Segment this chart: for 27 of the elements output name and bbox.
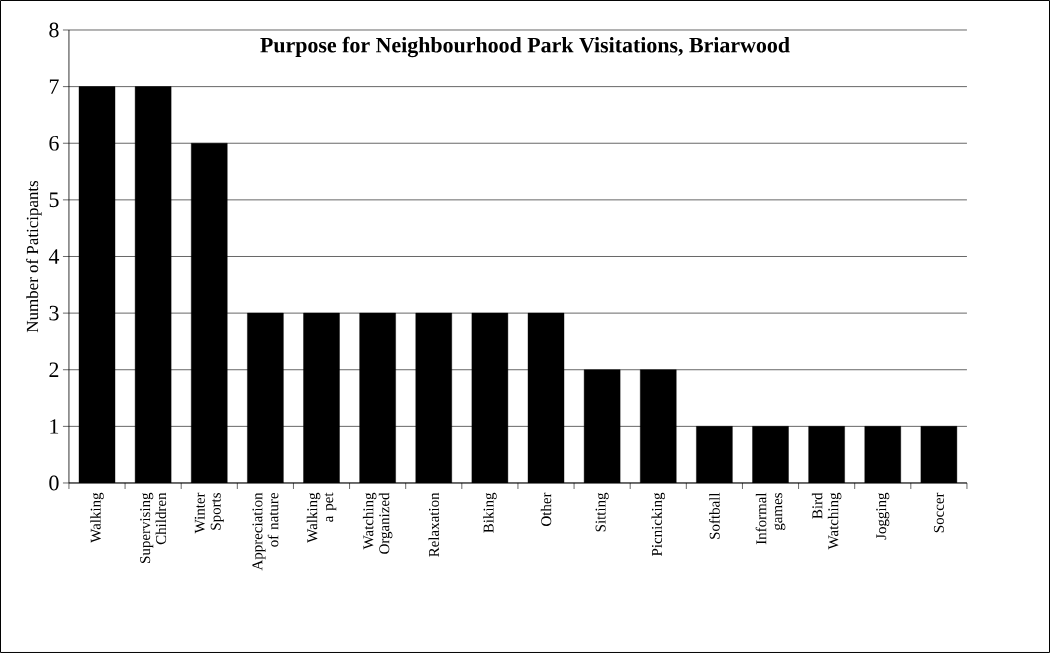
y-tick-label: 8: [49, 22, 59, 38]
x-tick-label: Watching Organized: [362, 492, 393, 554]
y-tick-label: 5: [49, 192, 59, 208]
y-tick-label: 2: [49, 362, 59, 377]
chart-title: Purpose for Neighbourhood Park Visitations, Briarwood: [260, 36, 790, 58]
x-tick-label: Winter Sports: [194, 492, 224, 534]
x-tick-label: Bird Watching: [811, 492, 842, 550]
x-tick-label: Soccer: [933, 492, 944, 533]
x-tick-label: Informal games: [755, 492, 786, 545]
x-tick-label: Supervising Children: [140, 492, 167, 563]
x-tick-label: Sitting: [595, 492, 609, 532]
y-tick-label: 6: [49, 135, 59, 151]
x-tick-label: Jogging: [876, 492, 890, 540]
y-tick-label: 4: [48, 249, 60, 264]
x-tick-label: Walking a pet: [306, 492, 337, 543]
x-tick-label: Walking: [90, 492, 104, 543]
y-axis-title: Number of Paticipants: [26, 180, 42, 333]
x-tick-label: Appreciation of nature: [252, 492, 279, 571]
x-tick-label: Relaxation: [428, 492, 440, 557]
y-tick-label: 1: [50, 419, 59, 434]
x-tick-label: Biking: [483, 492, 497, 533]
y-tick-label: 7: [49, 79, 59, 94]
x-tick-label: Softball: [709, 492, 720, 539]
x-tick-label: Picnicking: [651, 492, 666, 556]
y-tick-label: 3: [49, 305, 59, 321]
x-tick-label: Other: [540, 492, 552, 526]
y-tick-label: 0: [49, 475, 59, 491]
